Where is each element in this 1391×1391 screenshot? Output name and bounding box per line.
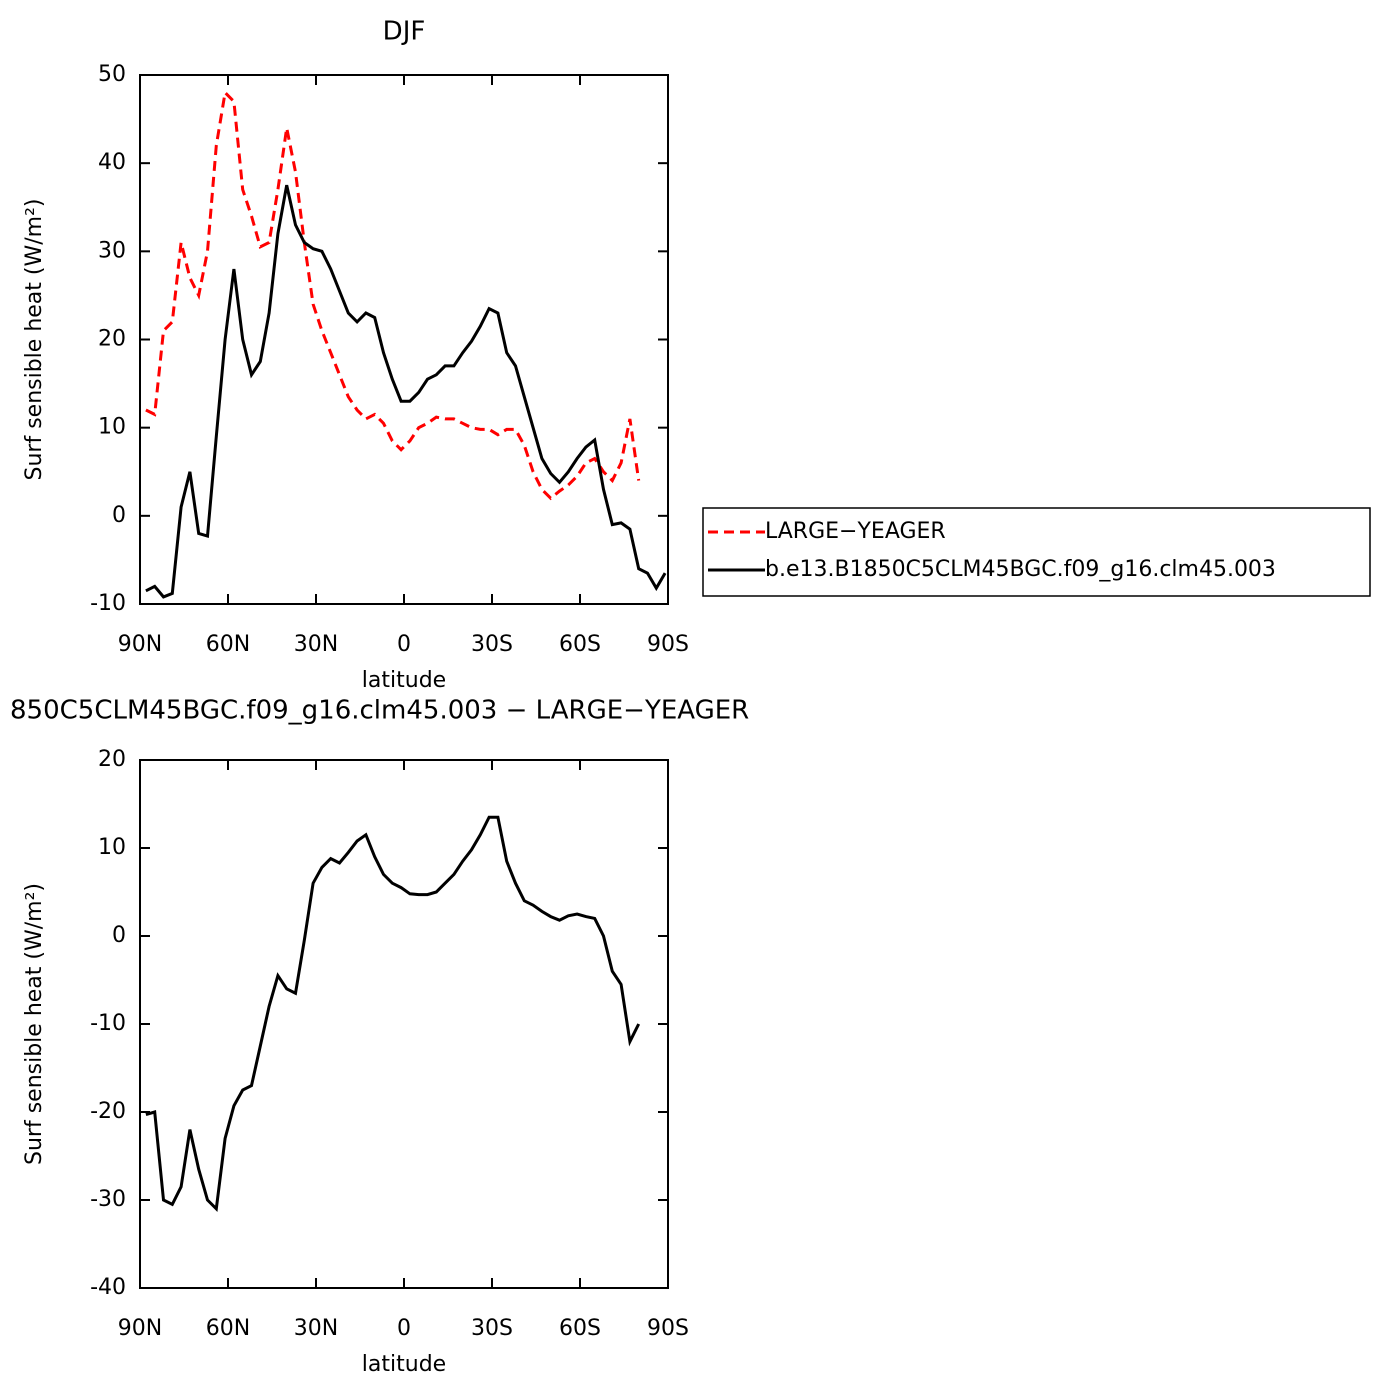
y-tick-label: -40 bbox=[90, 1275, 126, 1300]
y-tick-label: -20 bbox=[90, 1099, 126, 1124]
y-tick-label: 50 bbox=[98, 62, 126, 87]
chart-title: DJF bbox=[383, 17, 426, 47]
x-tick-label: 60N bbox=[206, 632, 250, 657]
chart-title: 850C5CLM45BGC.f09_g16.clm45.003 − LARGE−… bbox=[10, 696, 749, 726]
series-line bbox=[145, 89, 641, 501]
y-tick-label: 30 bbox=[98, 238, 126, 263]
x-tick-label: 30S bbox=[471, 1316, 513, 1341]
legend-box bbox=[702, 507, 1371, 597]
y-axis-label: Surf sensible heat (W/m²) bbox=[22, 883, 47, 1165]
plot-frame bbox=[139, 759, 669, 1289]
y-tick-label: 0 bbox=[112, 503, 126, 528]
x-tick-label: 90S bbox=[647, 1316, 689, 1341]
x-tick-label: 30N bbox=[294, 1316, 338, 1341]
y-tick-label: -30 bbox=[90, 1187, 126, 1212]
x-tick-label: 60S bbox=[559, 632, 601, 657]
x-axis-label: latitude bbox=[362, 1352, 446, 1377]
x-tick-label: 30S bbox=[471, 632, 513, 657]
plot-frame bbox=[139, 74, 669, 605]
y-tick-label: -10 bbox=[90, 1011, 126, 1036]
legend-label: b.e13.B1850C5CLM45BGC.f09_g16.clm45.003 bbox=[765, 557, 1276, 582]
y-tick-label: 20 bbox=[98, 327, 126, 352]
x-tick-label: 90N bbox=[118, 1316, 162, 1341]
x-tick-label: 60N bbox=[206, 1316, 250, 1341]
y-tick-label: 10 bbox=[98, 415, 126, 440]
y-tick-label: 0 bbox=[112, 923, 126, 948]
x-axis-label: latitude bbox=[362, 668, 446, 693]
x-tick-label: 0 bbox=[397, 632, 411, 657]
y-tick-label: -10 bbox=[90, 591, 126, 616]
x-tick-label: 60S bbox=[559, 1316, 601, 1341]
y-tick-label: 20 bbox=[98, 747, 126, 772]
y-tick-label: 10 bbox=[98, 835, 126, 860]
x-tick-label: 0 bbox=[397, 1316, 411, 1341]
series-line bbox=[145, 184, 667, 599]
y-axis-label: Surf sensible heat (W/m²) bbox=[22, 199, 47, 481]
x-tick-label: 90S bbox=[647, 632, 689, 657]
legend-label: LARGE−YEAGER bbox=[765, 519, 946, 544]
y-tick-label: 40 bbox=[98, 150, 126, 175]
x-tick-label: 30N bbox=[294, 632, 338, 657]
series-line bbox=[145, 815, 641, 1213]
x-tick-label: 90N bbox=[118, 632, 162, 657]
